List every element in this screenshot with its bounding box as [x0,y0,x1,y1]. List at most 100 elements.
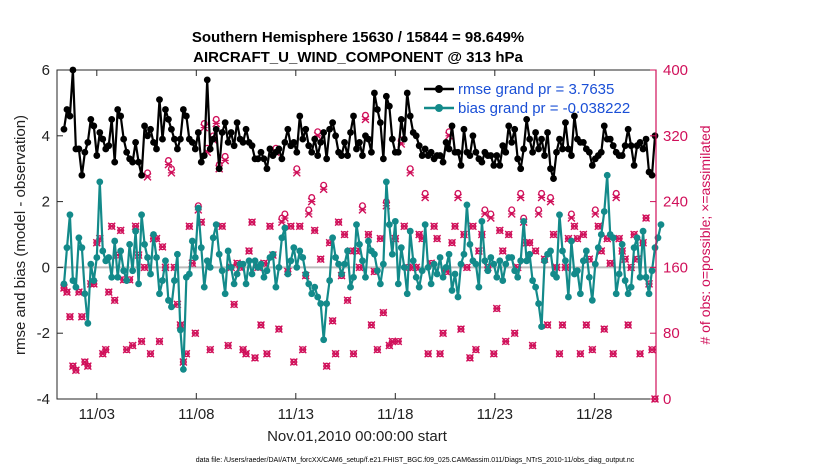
bias-point [203,257,211,265]
bias-point [618,240,626,248]
bias-point [478,217,486,225]
rmse-point [499,142,507,150]
y-right-tick-label: 160 [663,259,688,276]
rmse-point [153,145,160,153]
obs-assimilated-point [421,193,430,202]
bias-point [156,290,163,298]
rmse-point [332,132,340,140]
bias-point [624,290,632,298]
rmse-point [171,135,178,143]
rmse-point [511,125,519,133]
bias-point [657,221,665,229]
bias-point [475,283,483,291]
bias-point [529,277,537,284]
rmse-point [412,132,420,140]
rmse-point [445,145,453,153]
obs-assimilated-point [155,337,164,346]
obs-assimilated-point [104,288,113,297]
obs-assimilated-point [206,345,215,354]
bias-point [532,283,540,291]
bias-point [585,273,593,281]
rmse-point [526,135,534,143]
bias-point [194,204,202,212]
rmse-point [182,112,190,120]
rmse-point [597,148,605,156]
obs-assimilated-point [400,222,409,231]
rmse-point [227,129,235,136]
rmse-point [344,152,351,159]
bias-point [520,217,528,225]
bias-point [165,296,172,304]
rmse-point [439,158,447,166]
rmse-point [90,122,98,130]
y-axis-label-left: rmse and bias (model - observation) [12,115,29,355]
obs-possible-point [406,165,414,173]
rmse-point [547,165,554,173]
rmse-point [176,135,184,143]
bias-point [547,247,554,255]
y-right-tick-label: 240 [663,194,688,211]
rmse-point [469,132,477,140]
bias-point [278,234,286,242]
bias-point [326,277,334,284]
obs-assimilated-point [298,345,307,354]
obs-assimilated-point [510,329,519,338]
rmse-point [427,148,435,156]
legend: rmse grand pr = 3.7635 bias grand pr = -… [424,81,630,117]
rmse-point [156,96,163,104]
bias-point [394,280,402,288]
rmse-point [123,148,131,156]
bias-point [535,300,542,307]
bias-point [75,234,83,242]
obs-assimilated-point [77,312,86,321]
bias-point [260,273,268,281]
obs-assimilated-point [486,214,495,223]
bias-point [111,237,119,245]
bias-point [272,283,280,291]
bias-point [568,237,575,245]
bias-point [576,290,584,298]
bias-point [517,257,525,265]
rmse-point [618,152,626,159]
bias-point [257,260,265,268]
rmse-point [173,145,181,153]
obs-assimilated-point [549,230,558,239]
rmse-point [496,162,504,169]
rmse-point [338,152,345,159]
obs-assimilated-point [307,197,316,206]
rmse-point [263,165,271,173]
bias-point [385,221,393,229]
bias-point [565,293,572,301]
rmse-point [191,145,199,153]
bias-point [99,247,107,255]
rmse-point [87,115,95,123]
obs-assimilated-point [322,362,331,371]
rmse-point [117,112,125,120]
rmse-point [299,135,307,143]
rmse-point [224,138,232,146]
obs-assimilated-point [242,349,251,358]
obs-possible-point [167,165,175,173]
rmse-point [296,112,304,120]
bias-point [173,250,181,258]
obs-assimilated-point [591,209,600,218]
obs-possible-point [535,206,543,214]
bias-point [323,300,331,307]
bias-point [514,273,522,281]
rmse-point [466,152,474,159]
bias-point [508,254,516,261]
obs-assimilated-point [537,193,546,202]
bias-point [373,267,381,275]
obs-assimilated-point [68,362,77,371]
obs-possible-point [281,210,289,218]
x-axis-label: Nov.01,2010 00:00:00 start [267,428,448,445]
obs-assimilated-point [110,296,119,305]
obs-assimilated-point [543,320,552,329]
rmse-point [609,142,617,150]
obs-assimilated-point [262,349,271,358]
obs-assimilated-point [143,172,152,181]
rmse-point [230,142,238,150]
obs-assimilated-point [573,234,582,243]
bias-point [221,290,229,298]
rmse-point [260,155,268,163]
